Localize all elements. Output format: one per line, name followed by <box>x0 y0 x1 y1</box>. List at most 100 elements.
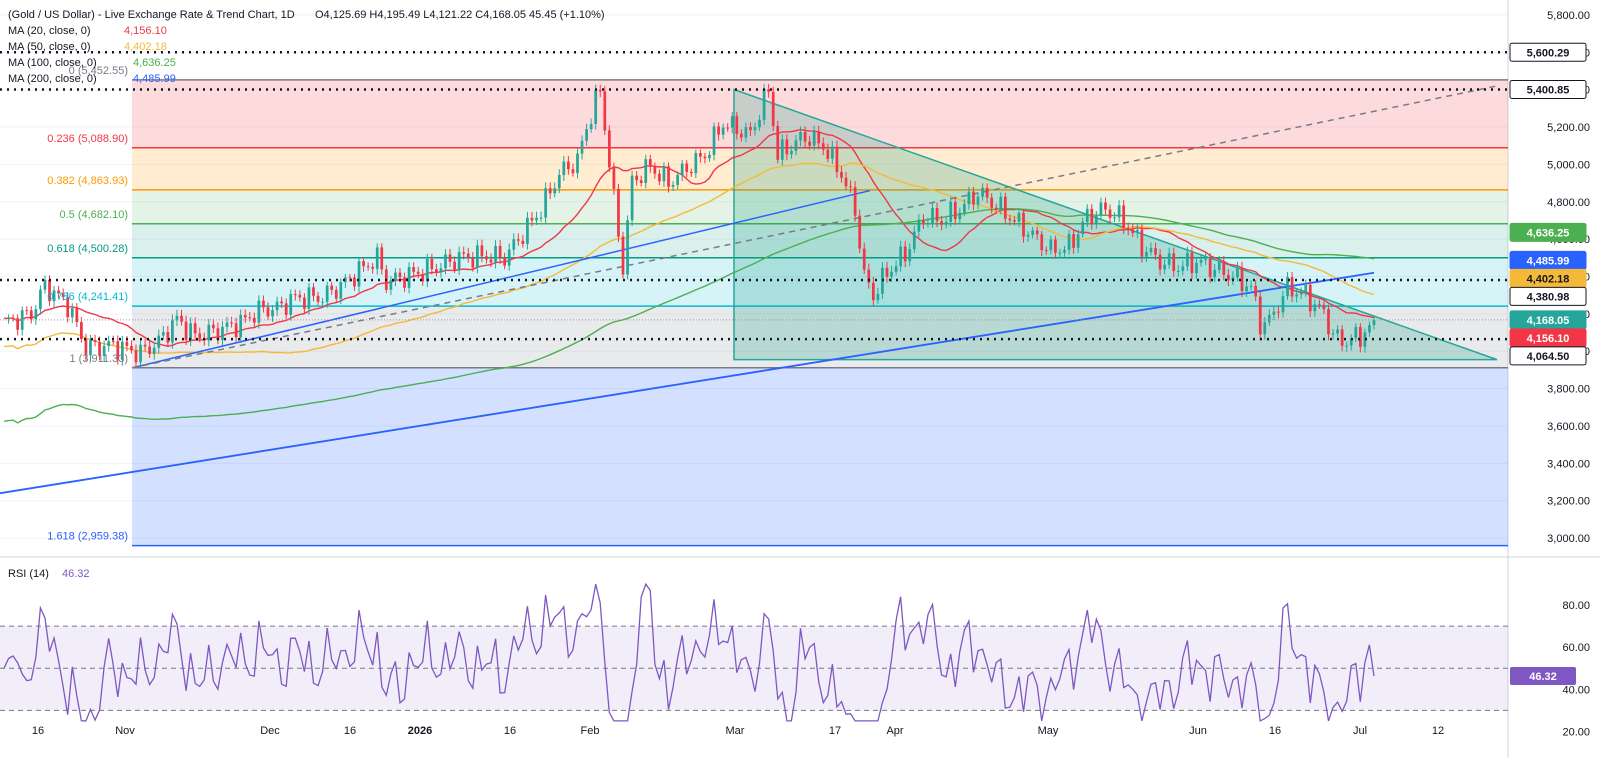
rsi-line <box>3 582 1375 722</box>
candle-body-296 <box>1349 338 1353 346</box>
fib-label-0: 0 (5,452.55) <box>69 65 128 77</box>
candle-body-135 <box>617 188 620 237</box>
fib-zone-6 <box>132 367 1508 546</box>
candle-body-200 <box>912 231 916 250</box>
candle-body-60 <box>275 301 279 311</box>
dashed-trendline <box>131 85 1498 369</box>
candle-body-37 <box>171 320 174 343</box>
candle-body-180 <box>821 143 825 150</box>
candle-body-17 <box>80 322 83 340</box>
candle-body-179 <box>817 131 821 144</box>
ma20-value: 4,156.10 <box>124 25 167 37</box>
candle-body-262 <box>1195 262 1198 274</box>
candle-body-122 <box>557 174 561 189</box>
candle-body-34 <box>157 335 161 348</box>
candle-body-225 <box>1026 234 1030 237</box>
candle-body-289 <box>1318 304 1321 306</box>
candle-body-174 <box>794 140 798 151</box>
candle-body-102 <box>466 253 470 258</box>
price-badge-5 <box>1509 286 1587 306</box>
candle-body-136 <box>621 236 625 275</box>
candle-body-294 <box>1340 329 1344 346</box>
candle-body-243 <box>1108 209 1112 218</box>
candle-body-176 <box>803 132 807 142</box>
rsi-value: 46.32 <box>62 568 90 580</box>
support-trendline <box>131 189 871 369</box>
candle-body-87 <box>398 272 402 278</box>
candle-body-201 <box>917 219 921 232</box>
candle-body-265 <box>1208 258 1212 277</box>
moving-averages <box>0 128 1375 495</box>
candle-body-242 <box>1104 202 1107 210</box>
candle-body-264 <box>1204 258 1207 260</box>
candle-body-61 <box>280 301 284 304</box>
candle-body-198 <box>903 246 907 262</box>
candle-body-166 <box>758 119 761 128</box>
y-tick-0: 3,000.00 <box>1547 533 1590 545</box>
candle-body-209 <box>953 201 957 220</box>
candle-body-48 <box>221 326 224 341</box>
candle-body-110 <box>503 258 507 266</box>
candle-body-182 <box>831 146 834 159</box>
x-tick-7: Mar <box>726 725 745 737</box>
candle-body-197 <box>899 246 903 267</box>
candle-body-2 <box>11 317 15 319</box>
x-tick-14: 12 <box>1432 725 1444 737</box>
candle-body-46 <box>212 324 215 329</box>
fib-label-3: 0.5 (4,682.10) <box>60 209 129 221</box>
trend-lines <box>131 85 1498 369</box>
candle-body-146 <box>667 166 670 187</box>
candle-body-51 <box>234 323 238 338</box>
candle-body-177 <box>808 141 811 146</box>
candle-body-273 <box>1245 286 1248 292</box>
candle-body-116 <box>530 217 534 221</box>
candle-body-188 <box>858 215 862 249</box>
rsi-y-tick-1: 40.00 <box>1562 684 1590 696</box>
candle-body-23 <box>107 341 111 347</box>
candle-body-293 <box>1336 329 1339 334</box>
candle-body-214 <box>976 196 980 205</box>
candle-body-189 <box>862 248 866 270</box>
candle-body-27 <box>125 341 129 346</box>
candle-body-77 <box>353 277 356 287</box>
candle-body-211 <box>963 204 966 213</box>
candle-body-263 <box>1199 259 1203 263</box>
candle-body-251 <box>1145 252 1148 257</box>
candle-body-163 <box>744 127 748 138</box>
candle-body-22 <box>102 346 106 356</box>
candle-body-50 <box>230 322 233 324</box>
horizontal-levels <box>0 51 1508 341</box>
y-tick-14: 5,800.00 <box>1547 10 1590 22</box>
candle-body-131 <box>598 90 602 92</box>
candle-body-168 <box>767 89 771 92</box>
candle-body-73 <box>334 289 338 299</box>
candle-body-170 <box>776 126 780 160</box>
price-badge-text-1: 5,400.85 <box>1527 85 1570 97</box>
candle-body-231 <box>1054 239 1057 253</box>
candle-body-141 <box>644 159 648 184</box>
candle-body-41 <box>189 323 192 340</box>
candle-body-290 <box>1322 304 1326 310</box>
candle-body-169 <box>771 91 775 127</box>
candle-body-297 <box>1354 327 1358 339</box>
candle-body-254 <box>1158 254 1162 270</box>
price-badge-1 <box>1509 80 1587 100</box>
candle-body-6 <box>29 310 33 320</box>
candle-body-36 <box>166 332 170 343</box>
candle-body-28 <box>130 345 133 351</box>
candle-body-271 <box>1236 267 1239 278</box>
candle-body-113 <box>516 239 520 241</box>
candle-body-245 <box>1117 205 1121 218</box>
candle-body-129 <box>589 123 593 130</box>
candle-body-299 <box>1363 332 1367 347</box>
candle-body-109 <box>498 245 502 259</box>
candle-body-79 <box>362 261 365 267</box>
candle-body-165 <box>753 127 757 131</box>
candle-body-134 <box>612 167 616 189</box>
candlesticks <box>7 84 1376 369</box>
candle-body-260 <box>1186 252 1189 267</box>
candle-body-223 <box>1017 212 1021 222</box>
candle-body-147 <box>671 184 675 187</box>
candle-body-226 <box>1031 230 1034 235</box>
